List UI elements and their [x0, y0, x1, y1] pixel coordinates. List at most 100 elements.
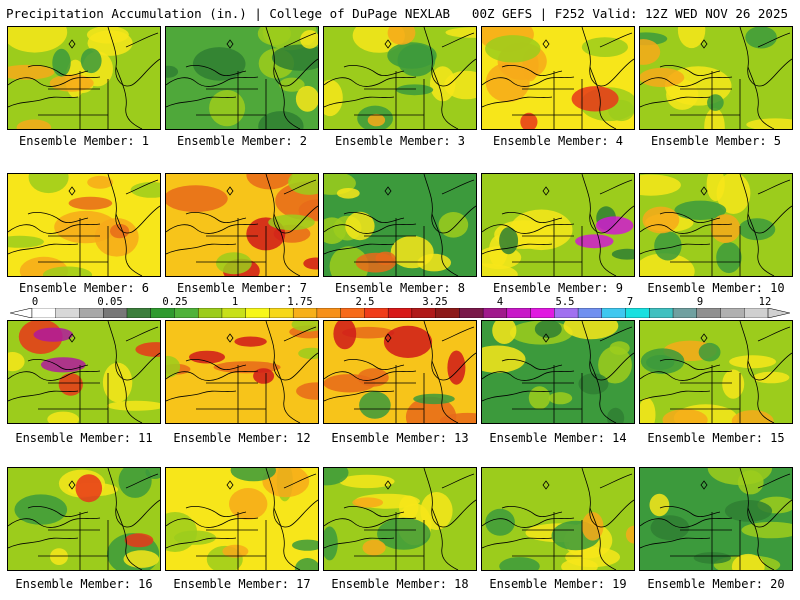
map-boundary-line — [589, 213, 617, 276]
map-boundary-line — [324, 370, 417, 381]
ensemble-panel-17 — [165, 467, 319, 571]
precip-contour-blob — [698, 342, 721, 362]
scale-swatch — [31, 308, 57, 318]
map-boundary-line — [185, 506, 247, 517]
map-boundary-line — [343, 506, 405, 517]
station-marker-icon — [226, 39, 234, 49]
map-boundary-line — [343, 65, 405, 76]
map-boundary-line — [166, 517, 259, 528]
precip-contour-blob — [50, 548, 68, 565]
ensemble-panel-19 — [481, 467, 635, 571]
ensemble-panel-2 — [165, 26, 319, 130]
precip-contour-blob — [548, 392, 573, 405]
precip-contour-blob — [640, 39, 661, 65]
scale-label: 3.25 — [422, 296, 448, 308]
map-boundary-line — [324, 76, 417, 87]
precip-contour-blob — [640, 174, 681, 196]
precip-contour-blob — [296, 382, 318, 400]
precip-contour-blob — [262, 468, 310, 498]
map-boundary-line — [640, 76, 733, 87]
map-boundary-line — [431, 360, 459, 423]
precip-contour-blob — [595, 216, 634, 235]
precip-contour-blob — [625, 525, 634, 544]
map-boundary-line — [283, 179, 317, 195]
map-boundary-line — [8, 390, 79, 402]
station-marker-icon — [384, 333, 392, 343]
scale-label: 5.5 — [555, 296, 575, 308]
precip-map-17 — [166, 468, 318, 570]
map-boundary-line — [757, 32, 791, 48]
station-marker-icon — [700, 39, 708, 49]
scale-swatch — [269, 308, 294, 318]
scale-label: 4 — [496, 296, 504, 308]
station-marker-icon — [542, 186, 550, 196]
scale-swatch — [150, 308, 175, 318]
precip-contour-blob — [336, 188, 360, 199]
scale-swatch — [577, 308, 603, 318]
precip-contour-blob — [607, 407, 625, 423]
map-boundary-line — [265, 174, 318, 234]
precip-contour-blob — [324, 468, 349, 486]
map-boundary-line — [8, 96, 79, 108]
precip-contour-blob — [581, 512, 604, 541]
precip-map-3 — [324, 27, 476, 129]
scale-label: 0 — [31, 296, 39, 308]
precip-contour-blob — [707, 468, 773, 486]
model-run-info: 00Z GEFS | F252 Valid: 12Z WED NOV 26 20… — [471, 6, 788, 21]
station-marker-icon — [226, 186, 234, 196]
precip-contour-blob — [192, 47, 246, 81]
precip-contour-blob — [710, 214, 741, 243]
precip-contour-blob — [40, 357, 86, 373]
precip-contour-blob — [485, 35, 541, 63]
ensemble-panel-6 — [7, 173, 161, 277]
map-boundary-line — [581, 174, 634, 234]
precip-contour-blob — [565, 547, 620, 568]
precip-contour-blob — [329, 246, 369, 276]
ensemble-caption-8: Ensemble Member: 8 — [334, 281, 466, 295]
map-boundary-line — [125, 473, 159, 489]
map-boundary-line — [107, 174, 160, 234]
ensemble-caption-17: Ensemble Member: 17 — [173, 577, 311, 591]
scale-arrow-left-icon — [10, 308, 33, 318]
precip-contour-blob — [87, 175, 113, 189]
precip-contour-blob — [357, 368, 389, 387]
precip-map-12 — [166, 321, 318, 423]
map-boundary-line — [27, 506, 89, 517]
map-boundary-line — [599, 326, 633, 342]
station-marker-icon — [68, 333, 76, 343]
ensemble-caption-13: Ensemble Member: 13 — [331, 431, 469, 445]
map-boundary-line — [739, 174, 792, 234]
precip-contour-blob — [716, 174, 751, 214]
precip-contour-blob — [8, 352, 25, 372]
ensemble-panel-12 — [165, 320, 319, 424]
scale-swatch — [435, 308, 460, 318]
precip-contour-blob — [362, 539, 386, 556]
scale-arrow-right-icon — [767, 308, 790, 318]
precip-contour-blob — [68, 196, 113, 210]
precip-contour-blob — [54, 210, 117, 244]
precip-contour-blob — [367, 113, 386, 127]
precip-map-16 — [8, 468, 160, 570]
ensemble-caption-20: Ensemble Member: 20 — [647, 577, 785, 591]
precip-map-11 — [8, 321, 160, 423]
precip-contour-blob — [387, 27, 416, 45]
precip-contour-blob — [581, 37, 628, 57]
ensemble-caption-19: Ensemble Member: 19 — [489, 577, 627, 591]
map-boundary-line — [441, 326, 475, 342]
ensemble-caption-3: Ensemble Member: 3 — [334, 134, 466, 148]
scale-swatch — [292, 308, 318, 318]
map-boundary-line — [747, 360, 775, 423]
precip-map-5 — [640, 27, 792, 129]
precip-contour-blob — [745, 27, 777, 49]
map-boundary-line — [747, 213, 775, 276]
map-boundary-line — [423, 174, 476, 234]
precip-contour-blob — [33, 327, 74, 342]
map-boundary-line — [423, 321, 476, 381]
ensemble-panel-10 — [639, 173, 793, 277]
precip-contour-blob — [438, 212, 469, 238]
precip-contour-blob — [14, 494, 68, 525]
map-boundary-line — [125, 179, 159, 195]
map-boundary-line — [501, 359, 563, 370]
precip-contour-blob — [430, 66, 456, 102]
map-boundary-line — [640, 243, 711, 255]
